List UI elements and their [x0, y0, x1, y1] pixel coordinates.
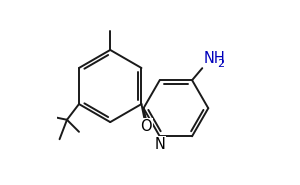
- Text: O: O: [140, 119, 152, 134]
- Text: 2: 2: [218, 58, 225, 68]
- Text: N: N: [154, 137, 165, 152]
- Text: NH: NH: [204, 51, 226, 66]
